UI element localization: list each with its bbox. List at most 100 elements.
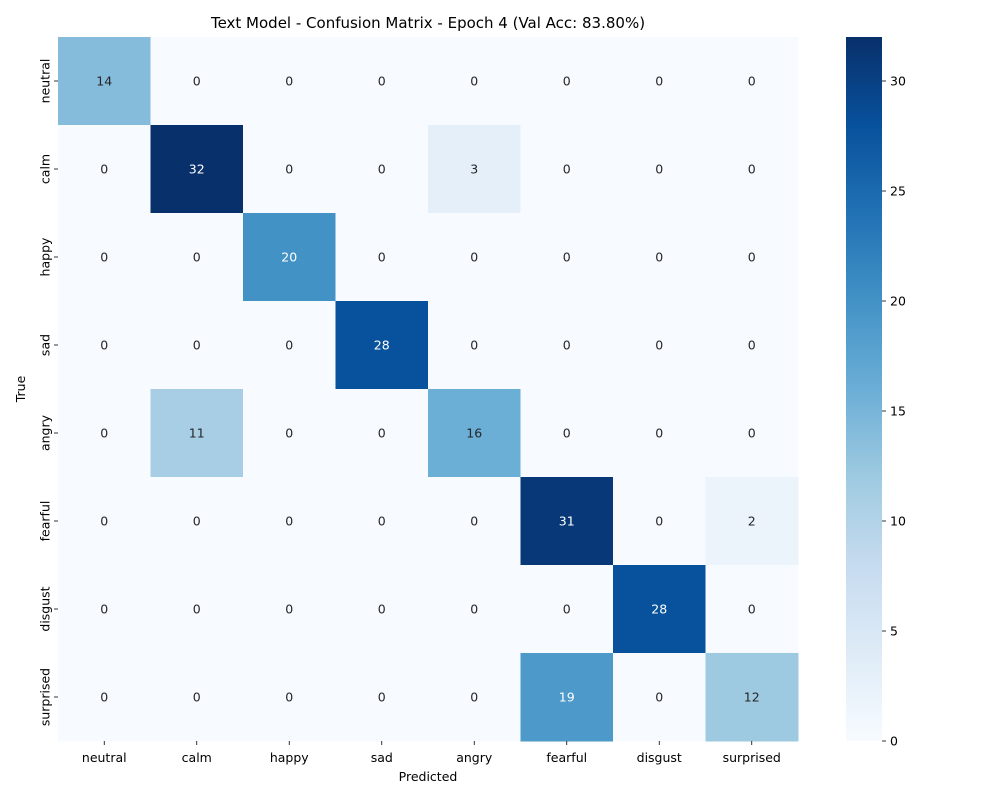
heatmap-cell <box>613 389 706 478</box>
heatmap-cell-label: 28 <box>374 338 390 353</box>
heatmap-cell-label: 0 <box>563 338 571 353</box>
heatmap-cell <box>243 653 336 742</box>
heatmap-cell-label: 0 <box>100 426 108 441</box>
heatmap-cell-label: 0 <box>378 514 386 529</box>
heatmap-cell <box>243 213 336 302</box>
heatmap-cell <box>150 37 244 126</box>
heatmap-cell <box>428 389 521 478</box>
heatmap-cell <box>613 125 706 214</box>
heatmap-cell-label: 11 <box>189 426 205 441</box>
colorbar-tick-label: 25 <box>890 184 906 199</box>
heatmap-cell <box>150 565 244 654</box>
x-axis-label: Predicted <box>399 769 458 784</box>
heatmap-cell-label: 0 <box>655 690 663 705</box>
heatmap-cell-label: 0 <box>655 74 663 89</box>
heatmap-cell-label: 2 <box>748 514 756 529</box>
heatmap-cell-label: 0 <box>563 426 571 441</box>
heatmap-cell-label: 0 <box>655 338 663 353</box>
x-tick-label: neutral <box>82 750 127 765</box>
heatmap-cell-label: 0 <box>285 602 293 617</box>
colorbar-tick-label: 15 <box>890 404 906 419</box>
heatmap-cell <box>58 125 151 214</box>
heatmap-cell-label: 0 <box>563 162 571 177</box>
heatmap-cell <box>243 37 336 126</box>
heatmap-cell-label: 0 <box>563 250 571 265</box>
heatmap-cell-label: 0 <box>100 338 108 353</box>
heatmap-cell <box>335 37 429 126</box>
heatmap-cell <box>150 477 244 566</box>
heatmap-cell <box>335 565 429 654</box>
heatmap-cell <box>243 477 336 566</box>
heatmap-cell-label: 0 <box>563 602 571 617</box>
y-tick-label: disgust <box>38 586 53 631</box>
heatmap-cell-label: 0 <box>193 250 201 265</box>
heatmap-cell <box>428 213 521 302</box>
heatmap-cell-label: 19 <box>559 690 575 705</box>
colorbar-tick-label: 20 <box>890 294 906 309</box>
heatmap-cell <box>58 389 151 478</box>
heatmap-cell-label: 0 <box>470 514 478 529</box>
heatmap-cell <box>520 125 614 214</box>
heatmap-cell <box>613 301 706 390</box>
heatmap-cell-label: 28 <box>651 602 667 617</box>
heatmap-cell <box>520 565 614 654</box>
heatmap-cell <box>613 653 706 742</box>
heatmap-cell <box>335 213 429 302</box>
heatmap-cell-label: 0 <box>193 74 201 89</box>
heatmap-cell <box>428 125 521 214</box>
heatmap-cell-label: 3 <box>470 162 478 177</box>
heatmap-cell-label: 0 <box>285 426 293 441</box>
heatmap-cell <box>613 213 706 302</box>
y-axis-ticks: neutral calm happy sad angry fearful disgust su… <box>38 59 58 726</box>
heatmap-cell <box>428 37 521 126</box>
x-tick-label: disgust <box>637 750 682 765</box>
heatmap-cell <box>705 213 799 302</box>
heatmap-cell-label: 0 <box>748 426 756 441</box>
heatmap-cell-label: 0 <box>378 602 386 617</box>
heatmap-cell-label: 0 <box>378 690 386 705</box>
heatmap-cell-label: 0 <box>470 602 478 617</box>
heatmap-cells <box>58 37 799 742</box>
heatmap-cell <box>243 301 336 390</box>
heatmap-cell-label: 0 <box>378 74 386 89</box>
x-tick-label: calm <box>182 750 212 765</box>
heatmap-cell-label: 31 <box>559 514 575 529</box>
heatmap-cell-label: 0 <box>748 162 756 177</box>
heatmap-cell <box>243 389 336 478</box>
heatmap-cell <box>613 477 706 566</box>
x-tick-label: fearful <box>546 750 587 765</box>
heatmap-cell <box>428 301 521 390</box>
heatmap-cell <box>705 125 799 214</box>
heatmap-cell-label: 0 <box>470 690 478 705</box>
heatmap-cell <box>705 301 799 390</box>
heatmap-cell-label: 32 <box>189 162 205 177</box>
heatmap-cell <box>335 653 429 742</box>
y-tick-label: calm <box>38 154 53 184</box>
heatmap-cell-label: 0 <box>193 690 201 705</box>
heatmap-cell <box>335 389 429 478</box>
heatmap-cell <box>520 389 614 478</box>
colorbar-tick-label: 10 <box>890 514 906 529</box>
heatmap-cell-label: 0 <box>100 514 108 529</box>
heatmap-cell <box>520 213 614 302</box>
heatmap-cell <box>428 565 521 654</box>
heatmap-cell-label: 0 <box>193 602 201 617</box>
heatmap-cell <box>428 477 521 566</box>
chart-title: Text Model - Confusion Matrix - Epoch 4 … <box>210 14 645 32</box>
heatmap-cell-label: 0 <box>100 690 108 705</box>
heatmap-cell <box>705 565 799 654</box>
heatmap-cell <box>705 389 799 478</box>
heatmap-cell <box>613 37 706 126</box>
heatmap-cell-label: 0 <box>655 162 663 177</box>
colorbar-ticks: 0 5 10 15 20 25 30 <box>882 74 906 749</box>
heatmap-cell <box>520 653 614 742</box>
y-tick-label: surprised <box>38 668 53 726</box>
heatmap-cell-label: 0 <box>193 514 201 529</box>
heatmap-cell-label: 20 <box>281 250 297 265</box>
y-axis-label: True <box>13 375 28 403</box>
heatmap-cell-label: 0 <box>193 338 201 353</box>
heatmap-cell-label: 0 <box>285 74 293 89</box>
heatmap-cell <box>150 301 244 390</box>
